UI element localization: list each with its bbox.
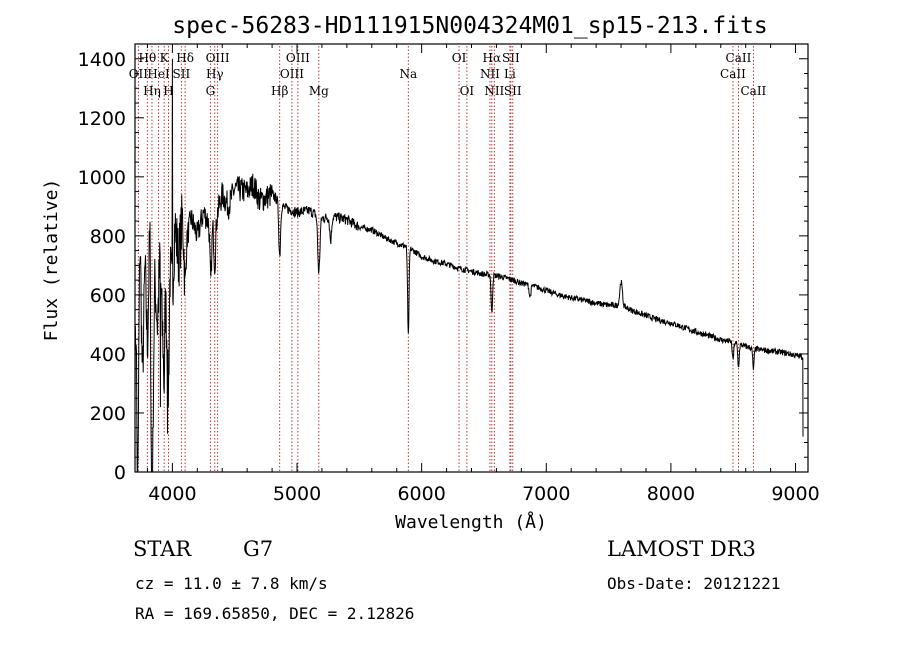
obs-date: Obs-Date: 20121221 xyxy=(607,574,781,593)
survey-name: LAMOST DR3 xyxy=(607,537,756,561)
y-tick-label: 600 xyxy=(90,285,126,307)
line-markers: OIIHθHηHeIKHSIIHδGHγOIIIHβOIIIOIIIMgNaOI… xyxy=(129,46,767,472)
x-axis: 4000 5000 6000 7000 8000 9000 xyxy=(146,44,820,505)
y-axis-label: Flux (relative) xyxy=(41,179,62,342)
y-tick-label: 1000 xyxy=(78,167,126,189)
line-marker-label: CaII xyxy=(720,67,746,81)
line-marker-label: OIII xyxy=(286,51,310,65)
spectrum-line xyxy=(134,58,804,473)
x-tick-label: 4000 xyxy=(148,483,196,505)
line-marker-label: G xyxy=(206,84,216,98)
line-marker-label: Hβ xyxy=(271,84,288,98)
x-tick-label: 9000 xyxy=(771,483,819,505)
line-marker-label: Mg xyxy=(309,84,329,98)
plot-frame xyxy=(134,43,809,473)
y-tick-label: 200 xyxy=(90,403,126,425)
x-tick-label: 5000 xyxy=(273,483,321,505)
x-tick-label: 6000 xyxy=(397,483,445,505)
line-marker-label: NII xyxy=(480,67,500,81)
line-marker-label: K xyxy=(160,51,170,65)
y-tick-label: 1400 xyxy=(78,49,126,71)
y-tick-label: 400 xyxy=(90,344,126,366)
object-subclass: G7 xyxy=(243,537,274,561)
redshift-text: cz = 11.0 ± 7.8 km/s xyxy=(135,574,328,593)
line-marker-label: Hγ xyxy=(206,67,224,81)
line-marker-label: OIII xyxy=(206,51,230,65)
line-marker-label: NII xyxy=(484,84,504,98)
chart-title: spec-56283-HD111915N004324M01_sp15-213.f… xyxy=(172,13,767,39)
line-marker-label: SII xyxy=(502,51,520,65)
y-tick-label: 0 xyxy=(114,462,126,484)
line-marker-label: Hα xyxy=(483,51,502,65)
line-marker-label: CaII xyxy=(726,51,752,65)
line-marker-label: Hη xyxy=(143,84,161,98)
line-marker-label: OI xyxy=(452,51,467,65)
line-marker-label: SII xyxy=(173,67,191,81)
x-axis-label: Wavelength (Å) xyxy=(395,511,547,533)
y-axis: 0 200 400 600 800 1000 1200 1400 xyxy=(78,49,808,484)
coordinates-text: RA = 169.65850, DEC = 2.12826 xyxy=(135,604,415,623)
y-tick-label: 1200 xyxy=(78,108,126,130)
line-marker-label: CaII xyxy=(740,84,766,98)
line-marker-label: Na xyxy=(399,67,417,81)
spectrum xyxy=(134,58,804,473)
line-marker-label: Hδ xyxy=(176,51,194,65)
line-marker-label: OIII xyxy=(280,67,304,81)
line-marker-label: OI xyxy=(460,84,475,98)
line-marker-label: Li xyxy=(504,67,516,81)
x-tick-label: 7000 xyxy=(522,483,570,505)
line-marker-label: SII xyxy=(504,84,522,98)
line-marker-label: HeI xyxy=(147,67,170,81)
x-tick-label: 8000 xyxy=(647,483,695,505)
y-tick-label: 800 xyxy=(90,226,126,248)
line-marker-label: H xyxy=(163,84,173,98)
object-class: STAR xyxy=(133,537,192,561)
line-marker-label: Hθ xyxy=(138,51,156,65)
